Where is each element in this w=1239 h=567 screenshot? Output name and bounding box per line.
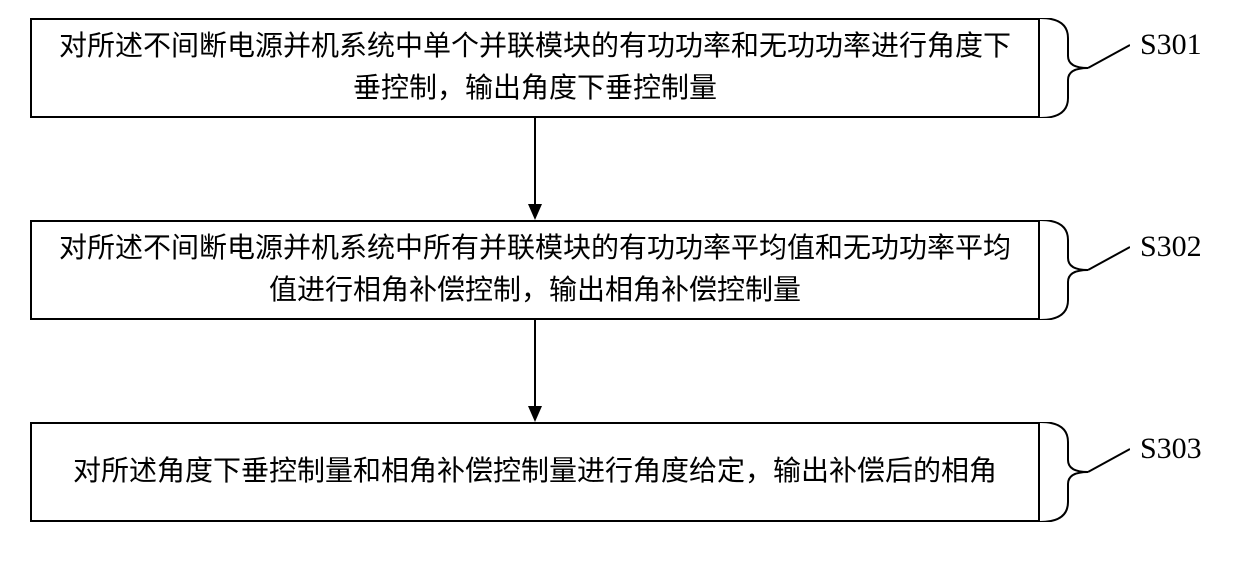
brace-s303 <box>1040 422 1130 522</box>
step-label-s301: S301 <box>1140 28 1202 62</box>
arrow-s301-s302 <box>520 118 550 220</box>
brace-s302 <box>1040 220 1130 320</box>
step-box-s302: 对所述不间断电源并机系统中所有并联模块的有功功率平均值和无功功率平均值进行相角补… <box>30 220 1040 320</box>
step-label-text: S302 <box>1140 230 1202 263</box>
arrow-s302-s303 <box>520 320 550 422</box>
step-label-s303: S303 <box>1140 432 1202 466</box>
step-text: 对所述不间断电源并机系统中单个并联模块的有功功率和无功功率进行角度下垂控制，输出… <box>52 26 1018 110</box>
step-box-s303: 对所述角度下垂控制量和相角补偿控制量进行角度给定，输出补偿后的相角 <box>30 422 1040 522</box>
step-text: 对所述不间断电源并机系统中所有并联模块的有功功率平均值和无功功率平均值进行相角补… <box>52 228 1018 312</box>
step-text: 对所述角度下垂控制量和相角补偿控制量进行角度给定，输出补偿后的相角 <box>73 451 997 493</box>
step-label-s302: S302 <box>1140 230 1202 264</box>
brace-s301 <box>1040 18 1130 118</box>
step-box-s301: 对所述不间断电源并机系统中单个并联模块的有功功率和无功功率进行角度下垂控制，输出… <box>30 18 1040 118</box>
flowchart-canvas: 对所述不间断电源并机系统中单个并联模块的有功功率和无功功率进行角度下垂控制，输出… <box>0 0 1239 567</box>
step-label-text: S301 <box>1140 28 1202 61</box>
step-label-text: S303 <box>1140 432 1202 465</box>
